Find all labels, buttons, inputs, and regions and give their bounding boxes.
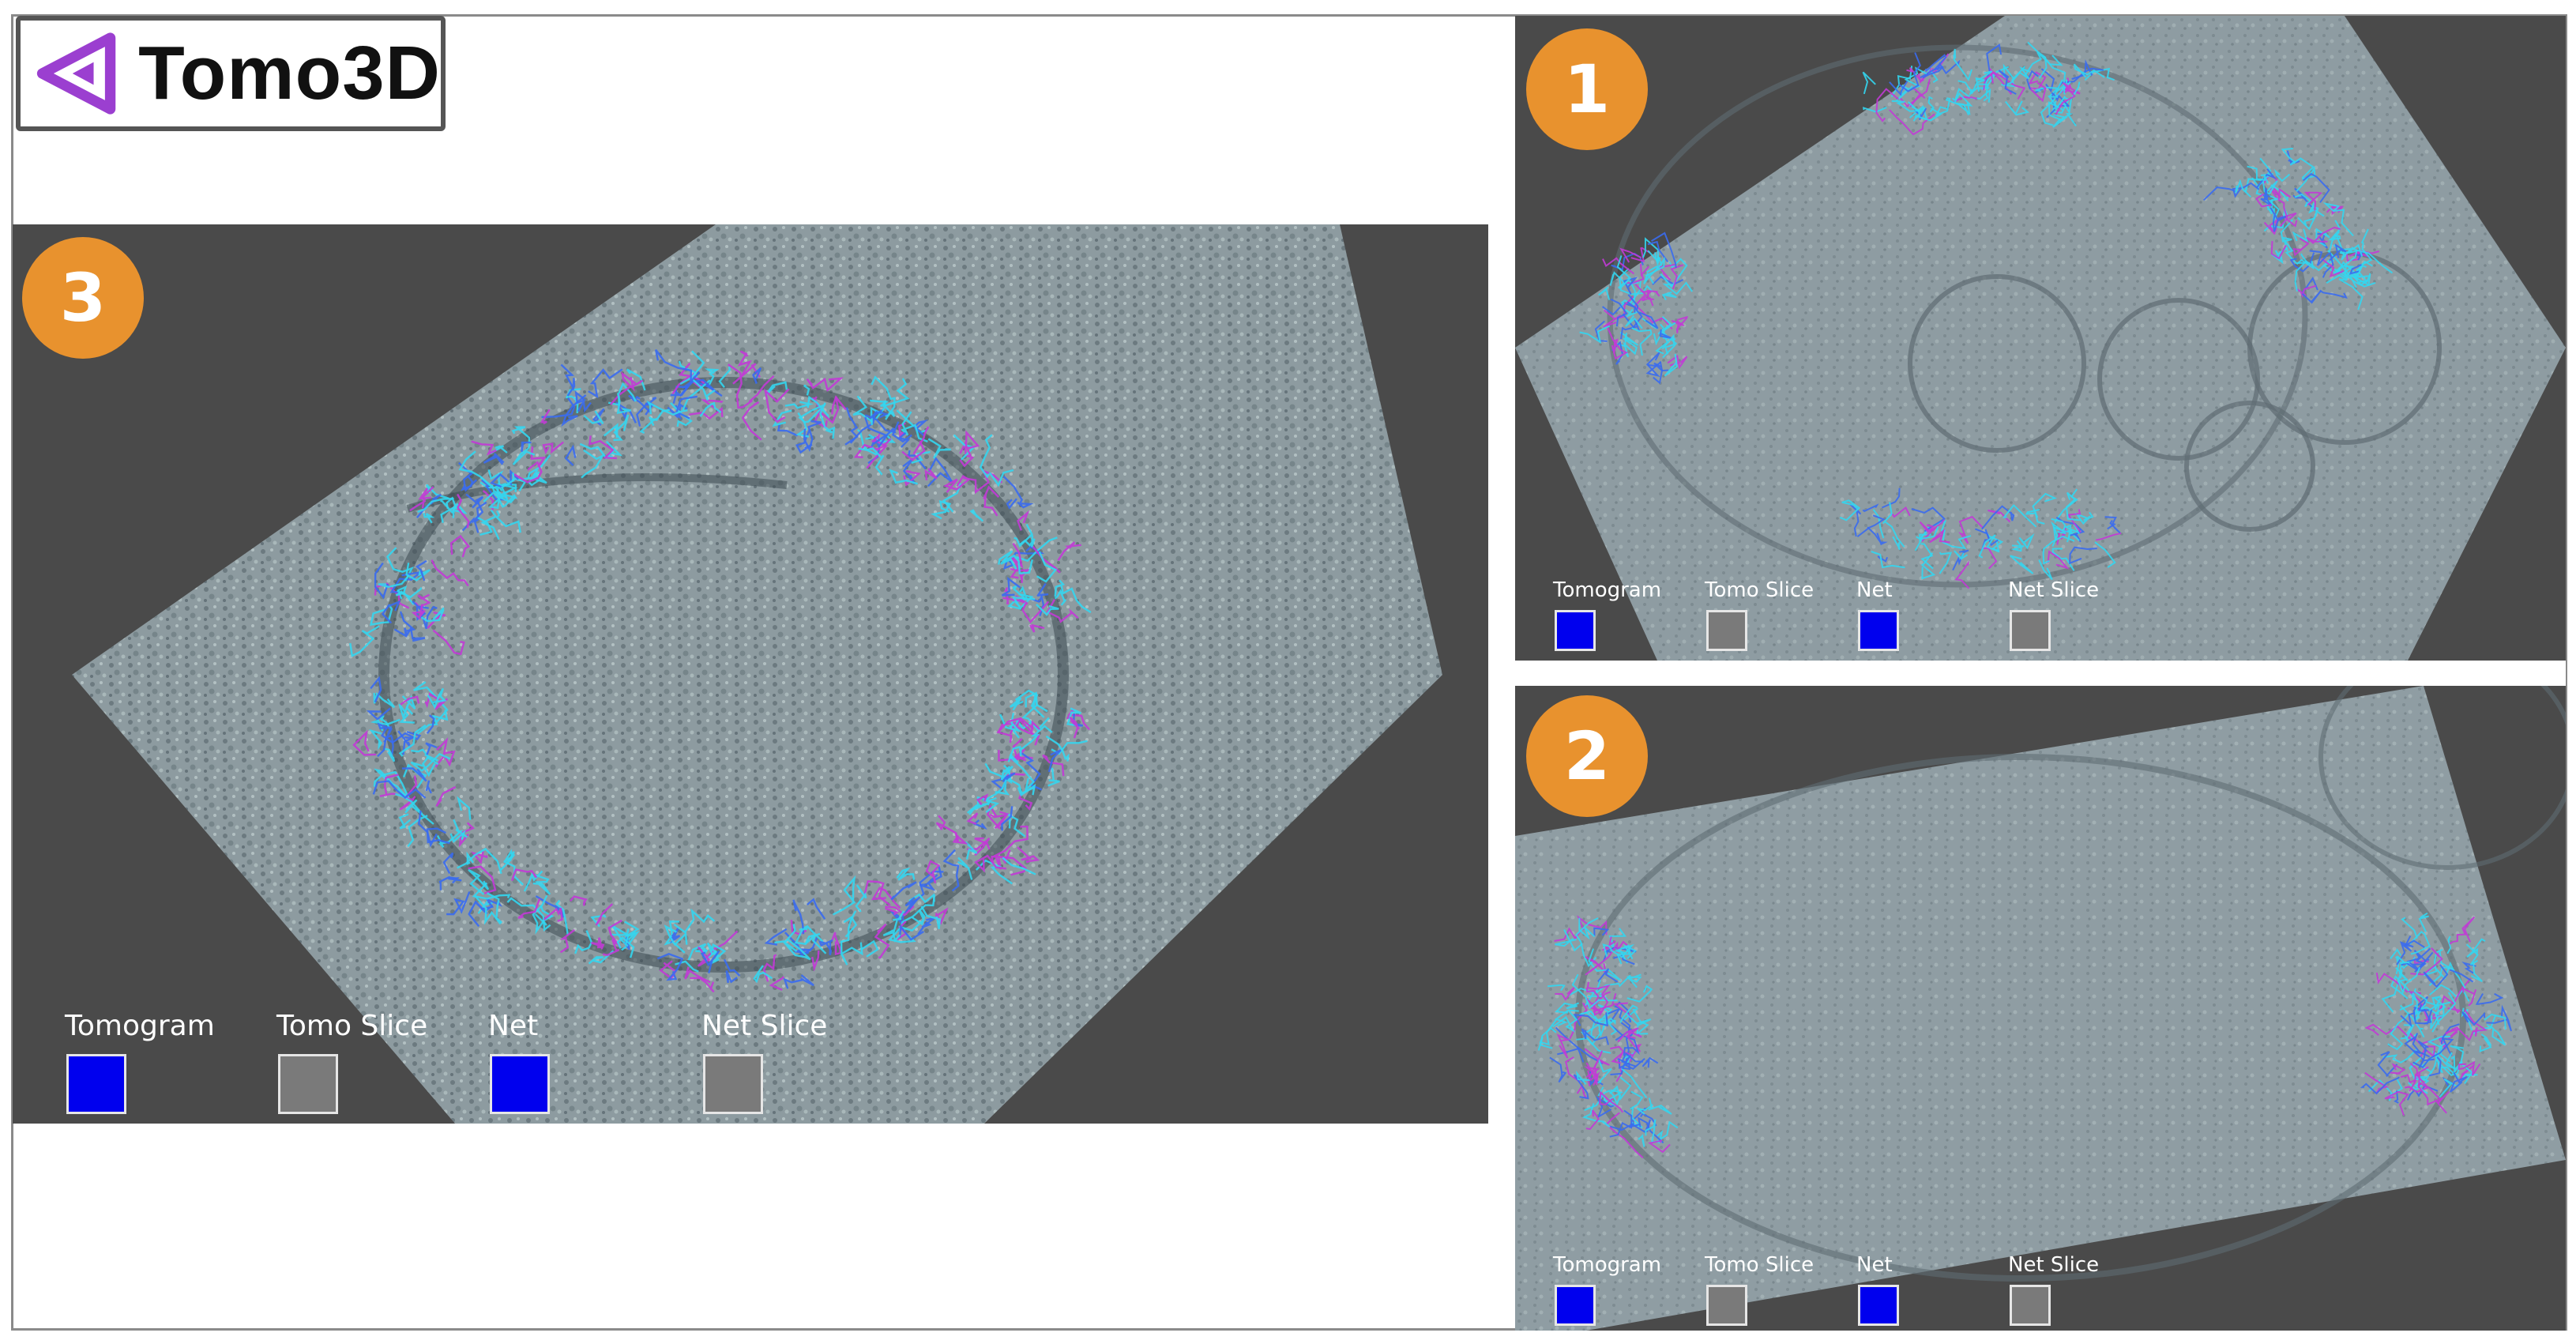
app-logo: Tomo3D bbox=[16, 16, 446, 131]
legend-label-net-slice: Net Slice bbox=[2008, 578, 2100, 602]
legend-label-net: Net bbox=[488, 1010, 539, 1042]
tomogram-toggle[interactable] bbox=[1555, 1285, 1596, 1326]
panel-badge-1: 1 bbox=[1526, 28, 1648, 150]
panel-separator bbox=[1515, 661, 2566, 686]
legend-item-tomo-slice[interactable]: Tomo Slice bbox=[1705, 1253, 1814, 1326]
legend-label-tomo-slice: Tomo Slice bbox=[276, 1010, 428, 1042]
legend-item-net[interactable]: Net bbox=[488, 1010, 550, 1114]
legend-label-net: Net bbox=[1856, 1253, 1893, 1277]
tomo-slice-toggle[interactable] bbox=[1706, 1285, 1747, 1326]
net-slice-toggle[interactable] bbox=[703, 1054, 763, 1114]
viewport-panel-3[interactable]: 3 Tomogram Tomo Slice Net Net Slice bbox=[13, 224, 1488, 1124]
net-filaments-2 bbox=[1537, 912, 2512, 1159]
tomogram-render-1[interactable] bbox=[1515, 16, 2566, 661]
legend-item-tomo-slice[interactable]: Tomo Slice bbox=[276, 1010, 428, 1114]
legend-item-tomogram[interactable]: Tomogram bbox=[1553, 1253, 1662, 1326]
net-toggle[interactable] bbox=[1858, 1285, 1899, 1326]
legend-item-tomogram[interactable]: Tomogram bbox=[1553, 578, 1662, 651]
viewport-panel-1[interactable]: 1 Tomogram Tomo Slice Net Net Slice bbox=[1515, 16, 2566, 661]
legend-item-net-slice[interactable]: Net Slice bbox=[701, 1010, 828, 1114]
net-toggle[interactable] bbox=[490, 1054, 550, 1114]
legend-item-tomo-slice[interactable]: Tomo Slice bbox=[1705, 578, 1814, 651]
tomo3d-logo-icon bbox=[36, 32, 116, 115]
tomogram-toggle[interactable] bbox=[66, 1054, 126, 1114]
legend-item-net[interactable]: Net bbox=[1856, 578, 1899, 651]
legend-label-tomogram: Tomogram bbox=[65, 1010, 215, 1042]
tomogram-render-3[interactable] bbox=[13, 224, 1488, 1124]
legend-label-net: Net bbox=[1856, 578, 1893, 602]
viewport-panel-2[interactable]: 2 Tomogram Tomo Slice Net Net Slice bbox=[1515, 686, 2566, 1331]
app-title: Tomo3D bbox=[138, 31, 441, 115]
legend-item-net[interactable]: Net bbox=[1856, 1253, 1899, 1326]
net-toggle[interactable] bbox=[1858, 610, 1899, 651]
legend-item-net-slice[interactable]: Net Slice bbox=[2008, 578, 2100, 651]
tomogram-toggle[interactable] bbox=[1555, 610, 1596, 651]
legend-label-tomogram: Tomogram bbox=[1553, 578, 1662, 602]
tomogram-render-2[interactable] bbox=[1515, 686, 2566, 1331]
legend-label-net-slice: Net Slice bbox=[2008, 1253, 2100, 1277]
tomo-slice-toggle[interactable] bbox=[278, 1054, 338, 1114]
legend-label-tomo-slice: Tomo Slice bbox=[1705, 1253, 1814, 1277]
legend-label-net-slice: Net Slice bbox=[701, 1010, 828, 1042]
figure-frame bbox=[11, 14, 2567, 1331]
tomo-slice-toggle[interactable] bbox=[1706, 610, 1747, 651]
net-slice-toggle[interactable] bbox=[2010, 610, 2051, 651]
legend-label-tomo-slice: Tomo Slice bbox=[1705, 578, 1814, 602]
legend-item-net-slice[interactable]: Net Slice bbox=[2008, 1253, 2100, 1326]
net-slice-toggle[interactable] bbox=[2010, 1285, 2051, 1326]
legend-item-tomogram[interactable]: Tomogram bbox=[65, 1010, 215, 1114]
panel-badge-2: 2 bbox=[1526, 695, 1648, 817]
legend-label-tomogram: Tomogram bbox=[1553, 1253, 1662, 1277]
panel-badge-3: 3 bbox=[22, 237, 144, 359]
net-filaments-1 bbox=[1579, 41, 2394, 589]
net-filaments-3 bbox=[349, 348, 1092, 993]
